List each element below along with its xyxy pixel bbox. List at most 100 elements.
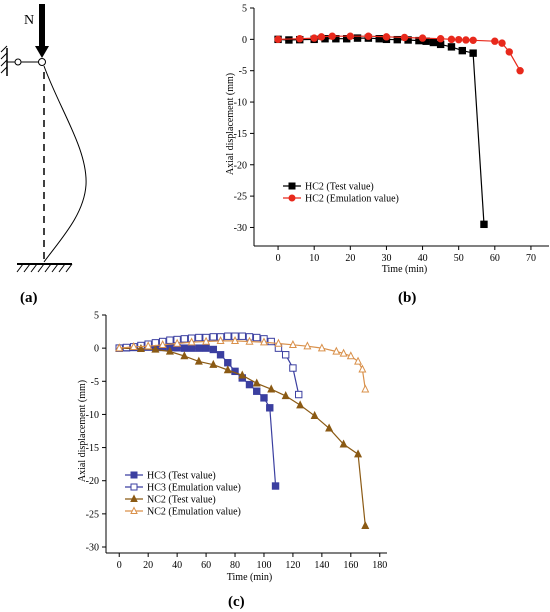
top-support	[0, 45, 46, 76]
y-tick-label: -20	[86, 476, 99, 487]
legend-marker	[130, 506, 138, 514]
data-point	[267, 384, 276, 393]
x-tick-label: 80	[230, 560, 240, 571]
panel-label-b: (b)	[398, 290, 416, 306]
x-tick-label: 30	[381, 253, 391, 264]
x-axis-title: Time (min)	[227, 572, 272, 583]
data-point	[129, 341, 138, 351]
data-point	[202, 344, 210, 352]
data-point	[469, 36, 477, 44]
data-point	[361, 384, 370, 393]
data-point	[260, 394, 268, 402]
data-point	[285, 36, 293, 44]
y-tick-label: -5	[239, 66, 247, 77]
data-point	[354, 356, 363, 365]
legend-marker	[130, 471, 138, 479]
y-tick-label: -5	[91, 377, 99, 388]
data-point	[361, 520, 370, 529]
x-tick-label: 70	[526, 253, 536, 264]
data-point	[358, 364, 367, 373]
data-point	[165, 346, 174, 355]
data-point	[166, 336, 174, 344]
data-point	[144, 341, 153, 350]
x-axis-title: Time (min)	[382, 264, 427, 275]
data-point	[136, 343, 145, 353]
y-tick-label: -25	[234, 192, 247, 203]
x-tick-label: 120	[285, 560, 300, 571]
data-point	[480, 220, 488, 229]
x-tick-label: 180	[372, 560, 387, 571]
data-point	[288, 340, 297, 349]
data-point	[266, 404, 274, 412]
data-point	[180, 351, 189, 360]
x-tick-label: 0	[117, 560, 122, 571]
data-point	[253, 387, 261, 395]
data-point	[274, 35, 282, 44]
x-tick-label: 60	[201, 560, 211, 571]
data-point	[151, 344, 160, 353]
data-point	[173, 338, 182, 347]
data-point	[458, 46, 467, 55]
legend-label: NC2 (Test value)	[147, 495, 216, 506]
data-point	[429, 38, 438, 47]
y-tick-label: -10	[86, 410, 99, 421]
y-tick-label: -25	[86, 509, 99, 520]
data-point	[231, 336, 240, 345]
y-tick-label: -15	[86, 443, 99, 454]
data-point	[238, 370, 247, 379]
data-point	[447, 43, 456, 51]
data-point	[332, 346, 341, 355]
panel-label-a: (a)	[20, 290, 38, 306]
data-point	[310, 410, 319, 419]
data-point	[187, 344, 196, 352]
data-point	[296, 35, 304, 43]
data-point	[498, 39, 506, 47]
data-point	[281, 391, 290, 400]
legend-label: HC3 (Test value)	[147, 471, 216, 482]
chart-c: 5 0 -5 -10 -15 -20 -25 -30 0 20 40 60 80 100 120 140 160…	[77, 311, 387, 584]
data-point	[238, 332, 246, 340]
x-tick-label: 40	[418, 253, 428, 264]
x-tick-label: 60	[490, 253, 500, 264]
data-point	[491, 37, 499, 45]
legend-label: HC3 (Emulation value)	[147, 483, 241, 494]
y-axis-title: Axial displacement (mm)	[77, 380, 88, 482]
data-point	[310, 34, 318, 42]
y-tick-label: -10	[234, 98, 247, 109]
series-line	[119, 346, 277, 487]
data-point	[462, 36, 470, 44]
data-point	[209, 345, 218, 354]
data-point	[202, 336, 211, 345]
y-tick-label: 5	[242, 4, 247, 15]
y-tick-label: -15	[234, 129, 247, 140]
data-point	[346, 351, 355, 360]
fixed-base	[16, 263, 73, 273]
data-point	[223, 365, 232, 374]
data-point	[253, 333, 261, 342]
data-point	[447, 35, 456, 44]
x-tick-label: 140	[314, 560, 329, 571]
data-point	[303, 341, 312, 350]
data-point	[224, 332, 232, 340]
data-point	[505, 48, 513, 56]
data-point	[271, 482, 280, 490]
data-point	[317, 343, 326, 352]
data-point	[259, 337, 268, 346]
data-point	[375, 35, 383, 43]
data-point	[195, 344, 203, 352]
data-point	[296, 400, 305, 409]
data-point	[209, 333, 218, 341]
data-point	[274, 338, 283, 347]
y-tick-label: 0	[94, 344, 99, 355]
data-point	[382, 33, 391, 41]
data-point	[364, 32, 373, 40]
x-tick-label: 0	[276, 253, 281, 264]
data-point	[267, 337, 275, 346]
x-tick-label: 20	[345, 253, 355, 264]
legend-label: HC2 (Emulation value)	[305, 194, 399, 205]
data-point	[436, 35, 445, 43]
data-point	[317, 33, 326, 41]
legend-marker	[130, 483, 138, 491]
